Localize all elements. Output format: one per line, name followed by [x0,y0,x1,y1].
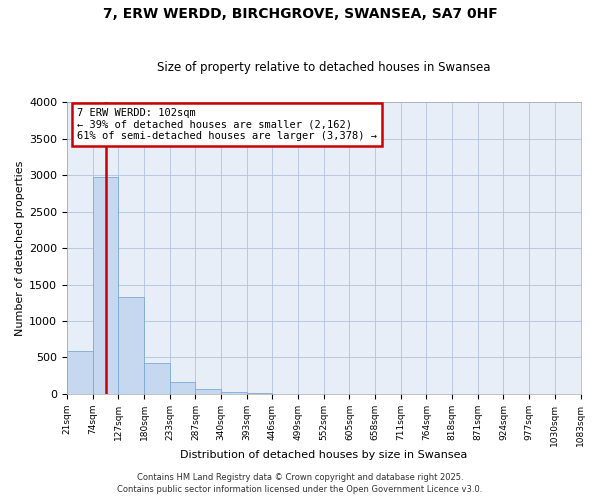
Title: Size of property relative to detached houses in Swansea: Size of property relative to detached ho… [157,62,491,74]
Bar [247,392,272,394]
Text: 7 ERW WERDD: 102sqm
← 39% of detached houses are smaller (2,162)
61% of semi-det: 7 ERW WERDD: 102sqm ← 39% of detached ho… [77,108,377,141]
Bar [118,297,144,394]
Bar [170,382,196,394]
Bar [221,392,247,394]
Bar [144,364,170,394]
Text: 7, ERW WERDD, BIRCHGROVE, SWANSEA, SA7 0HF: 7, ERW WERDD, BIRCHGROVE, SWANSEA, SA7 0… [103,8,497,22]
Bar [92,177,118,394]
Text: Contains HM Land Registry data © Crown copyright and database right 2025.
Contai: Contains HM Land Registry data © Crown c… [118,472,482,494]
Bar [196,388,221,394]
Bar [67,351,92,394]
X-axis label: Distribution of detached houses by size in Swansea: Distribution of detached houses by size … [180,450,467,460]
Y-axis label: Number of detached properties: Number of detached properties [15,160,25,336]
